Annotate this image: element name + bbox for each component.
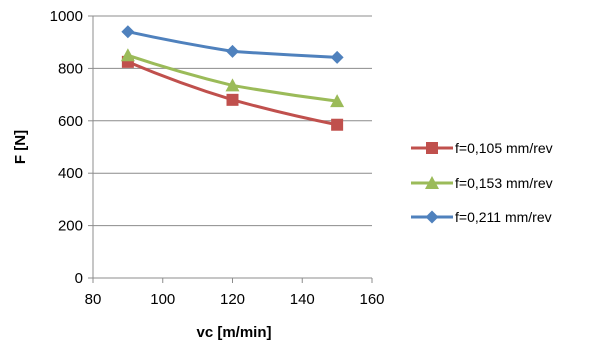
x-axis-title: vc [m/min] bbox=[196, 324, 271, 341]
series-2 bbox=[120, 48, 345, 108]
x-tick-labels: 80 100 120 140 160 bbox=[85, 291, 385, 308]
series-1 bbox=[121, 55, 344, 131]
legend-label: f=0,153 mm/rev bbox=[455, 175, 553, 191]
legend-label: f=0,105 mm/rev bbox=[455, 140, 553, 156]
data-point bbox=[226, 93, 239, 106]
y-tick-label: 800 bbox=[58, 60, 83, 77]
legend-item-2: f=0,153 mm/rev bbox=[411, 175, 553, 191]
series-3 bbox=[121, 25, 344, 64]
data-point bbox=[330, 50, 344, 64]
legend-swatch-marker bbox=[425, 176, 439, 189]
y-tick-label: 0 bbox=[75, 270, 83, 287]
series-lines bbox=[120, 25, 345, 131]
y-axis-title: F [N] bbox=[12, 130, 29, 164]
x-tick-label: 120 bbox=[220, 291, 245, 308]
x-tick-label: 160 bbox=[359, 291, 384, 308]
series-line bbox=[127, 60, 338, 127]
x-tick-label: 140 bbox=[290, 291, 315, 308]
y-tick-label: 200 bbox=[58, 218, 83, 235]
legend-label: f=0,211 mm/rev bbox=[455, 209, 552, 225]
y-tick-label: 1000 bbox=[50, 8, 83, 25]
data-point bbox=[225, 78, 240, 92]
gridlines bbox=[93, 15, 372, 227]
data-point bbox=[330, 94, 345, 108]
data-point bbox=[121, 25, 135, 39]
y-tick-label: 400 bbox=[58, 165, 83, 182]
legend: f=0,105 mm/rev f=0,153 mm/rev f=0,211 mm/r… bbox=[411, 140, 553, 225]
legend-swatch-marker bbox=[426, 142, 438, 154]
y-tick-labels: 0 200 400 600 800 1000 bbox=[50, 8, 83, 287]
data-point bbox=[226, 44, 239, 58]
axes bbox=[88, 15, 373, 283]
legend-swatch-marker bbox=[425, 210, 439, 224]
data-point bbox=[331, 118, 344, 131]
y-tick-label: 600 bbox=[58, 113, 83, 130]
x-tick-label: 100 bbox=[150, 291, 175, 308]
data-point bbox=[120, 48, 135, 62]
legend-item-1: f=0,105 mm/rev bbox=[411, 140, 553, 156]
x-tick-label: 80 bbox=[85, 291, 102, 308]
legend-item-3: f=0,211 mm/rev bbox=[411, 209, 552, 225]
